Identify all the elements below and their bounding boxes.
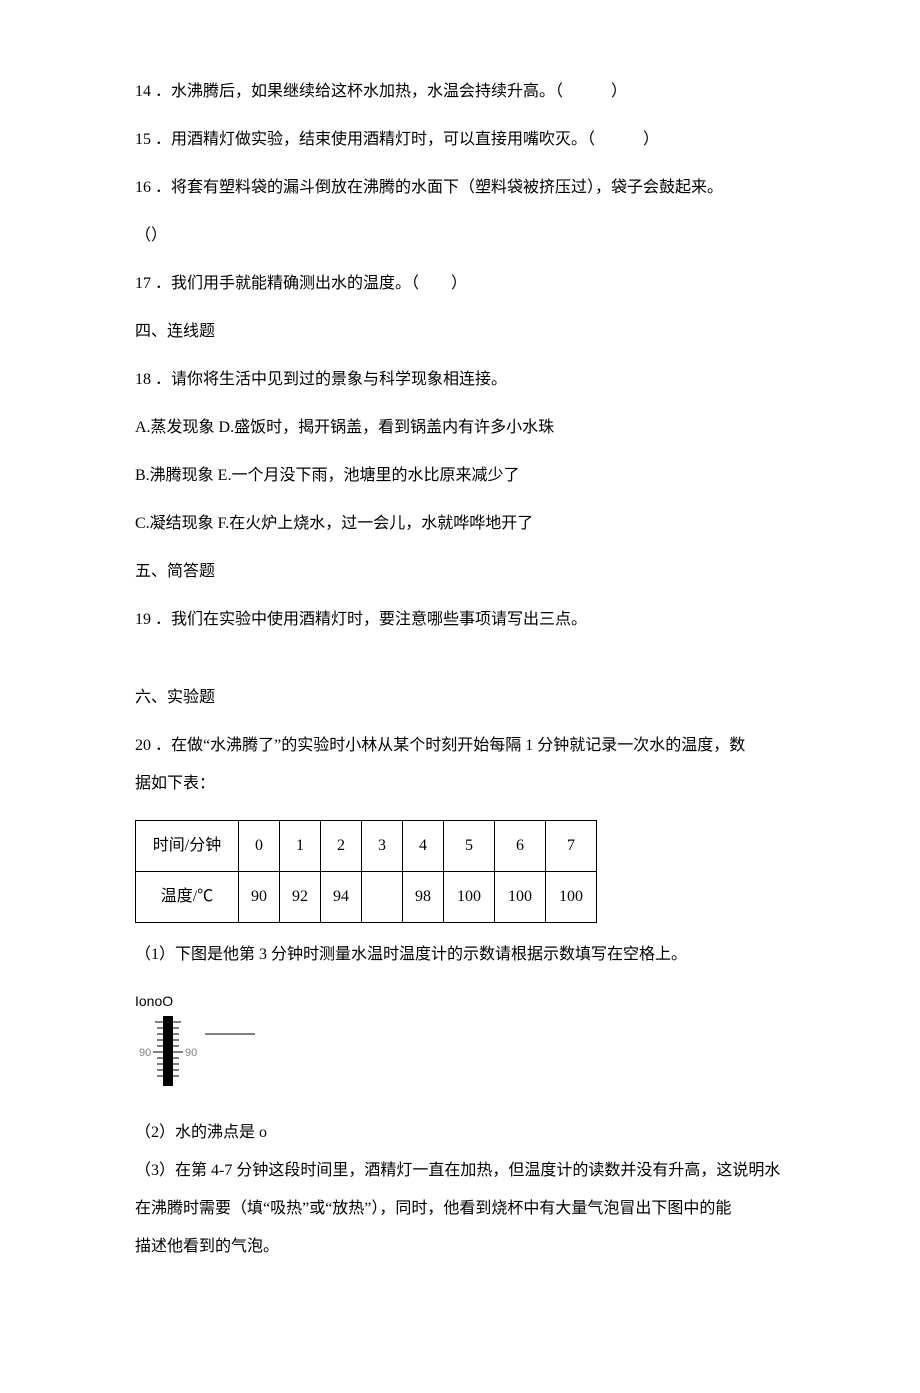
question-17: 17 ．我们用手就能精确测出水的温度。（ ）	[135, 272, 785, 296]
table-cell: 100	[546, 872, 597, 923]
data-table: 时间/分钟 0 1 2 3 4 5 6 7 温度/℃ 90 92 94 98 1…	[135, 820, 597, 923]
thermometer-icon: 90 90	[135, 1016, 295, 1096]
question-18-option-b: B.沸腾现象 E.一个月没下雨，池塘里的水比原来减少了	[135, 464, 785, 488]
table-cell: 5	[444, 821, 495, 872]
table-cell: 94	[321, 872, 362, 923]
question-19: 19 ．我们在实验中使用酒精灯时，要注意哪些事项请写出三点。	[135, 608, 785, 632]
section-5-title: 五、简答题	[135, 560, 785, 584]
table-header-temp: 温度/℃	[136, 872, 239, 923]
table-cell	[362, 872, 403, 923]
table-cell: 3	[362, 821, 403, 872]
table-cell: 90	[239, 872, 280, 923]
question-20-line1: 20 ．在做“水沸腾了”的实验时小林从某个时刻开始每隔 1 分钟就记录一次水的温…	[135, 734, 785, 758]
question-20-sub3-line2: 在沸腾时需要（填“吸热”或“放热”），同时，他看到烧杯中有大量气泡冒出下图中的能	[135, 1197, 785, 1221]
thermometer-figure: IonoO 90	[135, 991, 295, 1101]
table-cell: 0	[239, 821, 280, 872]
question-18-option-c: C.凝结现象 F.在火炉上烧水，过一会儿，水就哗哗地开了	[135, 512, 785, 536]
question-20-sub1: （1）下图是他第 3 分钟时测量水温时温度计的示数请根据示数填写在空格上。	[135, 943, 785, 967]
table-cell: 4	[403, 821, 444, 872]
question-20-sub2: （2）水的沸点是 o	[135, 1121, 785, 1145]
table-cell: 6	[495, 821, 546, 872]
table-cell: 1	[280, 821, 321, 872]
question-20-line2: 据如下表：	[135, 772, 785, 796]
table-cell: 98	[403, 872, 444, 923]
table-cell: 100	[495, 872, 546, 923]
table-cell: 7	[546, 821, 597, 872]
thermometer-top-label: IonoO	[135, 991, 295, 1012]
question-16-line1: 16 ．将套有塑料袋的漏斗倒放在沸腾的水面下（塑料袋被挤压过），袋子会鼓起来。	[135, 176, 785, 200]
table-row-temp: 温度/℃ 90 92 94 98 100 100 100	[136, 872, 597, 923]
table-header-time: 时间/分钟	[136, 821, 239, 872]
question-18-option-a: A.蒸发现象 D.盛饭时，揭开锅盖，看到锅盖内有许多小水珠	[135, 416, 785, 440]
question-18: 18 ．请你将生活中见到过的景象与科学现象相连接。	[135, 368, 785, 392]
section-4-title: 四、连线题	[135, 320, 785, 344]
thermometer-tick-left: 90	[139, 1047, 151, 1059]
question-14: 14 ．水沸腾后，如果继续给这杯水加热，水温会持续升高。（ ）	[135, 80, 785, 104]
table-cell: 100	[444, 872, 495, 923]
section-6-title: 六、实验题	[135, 686, 785, 710]
question-15: 15 ．用酒精灯做实验，结束使用酒精灯时，可以直接用嘴吹灭。（ ）	[135, 128, 785, 152]
question-20-sub3-line3: 描述他看到的气泡。	[135, 1235, 785, 1259]
question-16-line2: （）	[135, 224, 785, 248]
thermometer-tick-right: 90	[185, 1047, 197, 1059]
table-cell: 2	[321, 821, 362, 872]
question-20-sub3-line1: （3）在第 4-7 分钟这段时间里，酒精灯一直在加热，但温度计的读数并没有升高，…	[135, 1159, 785, 1183]
table-row-time: 时间/分钟 0 1 2 3 4 5 6 7	[136, 821, 597, 872]
table-cell: 92	[280, 872, 321, 923]
